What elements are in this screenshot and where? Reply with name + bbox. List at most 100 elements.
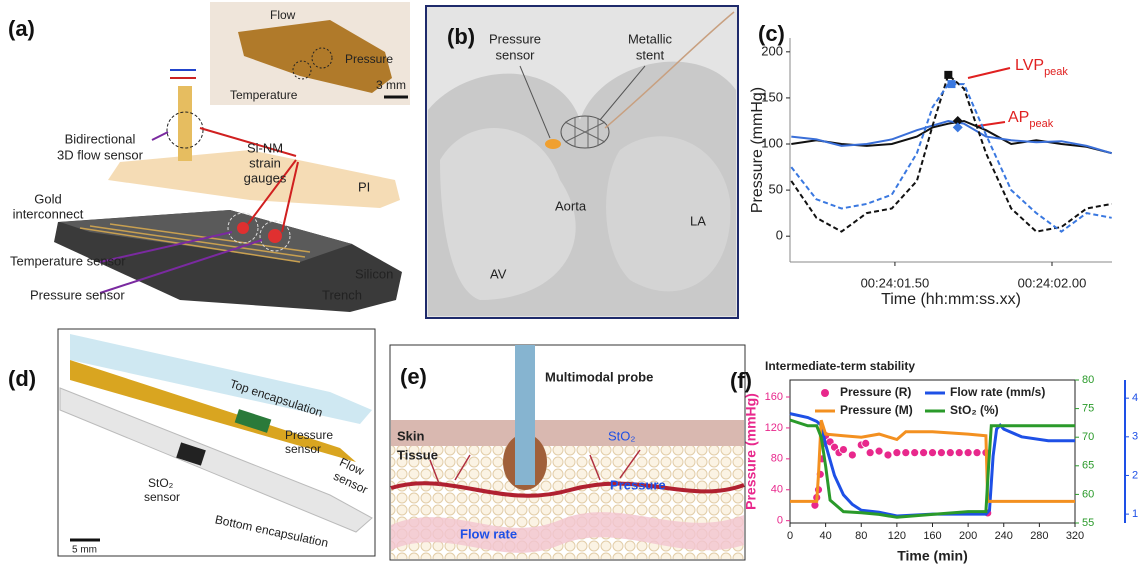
y-tick-label: 80 [771,453,783,465]
annotation: Si-NM [247,140,283,155]
annotation: Multimodal probe [545,369,653,384]
legend-label: Pressure (R) [840,385,911,399]
x-axis-label: Time (min) [897,548,968,564]
data-point [920,449,928,457]
skin-layer [391,420,744,446]
annotation: 3D flow sensor [57,147,144,162]
x-tick-label: 0 [787,530,793,542]
sensor-spot [268,229,282,243]
x-tick-label: 40 [820,530,832,542]
data-point [884,451,892,459]
inset-label: Flow [270,8,296,22]
legend-label: StO₂ (%) [950,403,999,417]
panel-e: (e) Multimodal probe Skin Tissue StO₂ Pr… [390,345,745,560]
annotation: Trench [322,287,362,302]
x-axis-label: Time (hh:mm:ss.xx) [881,291,1021,308]
x-tick-label: 120 [888,530,906,542]
y-tick-label: 200 [761,43,783,58]
x-tick-label: 200 [959,530,977,542]
annotation: Pressure [610,477,666,492]
annotation: StO₂ [608,428,635,443]
x-tick-label: 280 [1030,530,1048,542]
annotation: Bidirectional [65,131,136,146]
annotation: Gold [34,191,61,206]
panel-label: (b) [447,24,475,49]
y2-tick-label: 65 [1082,460,1094,472]
panel-d: (d) Top encapsulation Pressure sensor Fl… [8,329,375,556]
annotation: Flow rate [460,526,517,541]
annotation: LVPpeak [1015,57,1068,78]
y2-tick-label: 60 [1082,488,1094,500]
annotation: Metallic [628,31,673,46]
annotation: Temperature sensor [10,253,126,268]
x-tick-label: 00:24:01.50 [861,275,930,290]
x-tick-label: 240 [995,530,1013,542]
data-point [862,439,870,447]
annotation-subscript: peak [1044,66,1068,78]
inset-label: 3 mm [376,78,406,92]
series-line [791,84,1111,232]
y3-tick-label: 3 [1132,431,1138,443]
annotation: stent [636,47,665,62]
annotation: sensor [285,442,321,456]
annotation: sensor [495,47,535,62]
data-point [848,451,856,459]
y2-tick-label: 80 [1082,374,1094,386]
annotation: APpeak [1008,109,1054,130]
data-point [964,449,972,457]
annotation: Silicon [355,266,393,281]
annotation: strain [249,155,281,170]
x-tick-label: 00:24:02.00 [1018,275,1087,290]
annotation: interconnect [13,206,84,221]
panel-label: (d) [8,366,36,391]
sensor-spot [237,222,249,234]
annotation: StO₂ [148,476,174,490]
x-tick-label: 320 [1066,530,1084,542]
annotation: gauges [244,170,287,185]
data-point [866,449,874,457]
legend-label: Flow rate (mm/s) [950,385,1045,399]
panel-a: (a) Flow Pressure Temperature 3 mm Bidir… [8,2,410,312]
annotation-text: AP [1008,109,1029,126]
inset-label: Pressure [345,52,393,66]
data-point [902,449,910,457]
annotation: Skin [397,428,425,443]
chart-title: Intermediate-term stability [765,359,915,373]
series-line [791,121,1111,153]
y-axis-label: Pressure (mmHg) [743,393,759,510]
y-tick-label: 160 [765,391,783,403]
data-point [955,449,963,457]
pressure-sensor [545,139,561,149]
panel-label: (f) [730,368,752,393]
y3-tick-label: 1 [1132,508,1138,520]
figure: (a) Flow Pressure Temperature 3 mm Bidir… [0,0,1144,568]
annotation: sensor [144,490,180,504]
annotation: Pressure [285,428,333,442]
x-tick-label: 80 [855,530,867,542]
annotation: LA [690,213,706,228]
annotation: Tissue [397,447,438,462]
x-tick-label: 160 [923,530,941,542]
data-point [839,446,847,454]
peak-marker [944,71,952,79]
legend-swatch [821,389,829,397]
data-point [911,449,919,457]
y-axis-label: Pressure (mmHg) [749,87,766,213]
data-point [937,449,945,457]
annotation: PI [358,179,370,194]
y-tick-label: 40 [771,484,783,496]
flow-sensor [178,86,192,161]
peak-marker [947,80,955,88]
annotation: AV [490,266,507,281]
panel-b: (b) Pressure sensor Metallic stent Aorta… [426,6,738,318]
annotation: 5 mm [72,545,97,556]
data-point [893,449,901,457]
y2-tick-label: 70 [1082,431,1094,443]
data-point [929,449,937,457]
y-tick-label: 120 [765,422,783,434]
data-point [946,449,954,457]
panel-label: (a) [8,16,35,41]
data-point [973,449,981,457]
panel-label: (e) [400,364,427,389]
series-line [791,121,1111,153]
